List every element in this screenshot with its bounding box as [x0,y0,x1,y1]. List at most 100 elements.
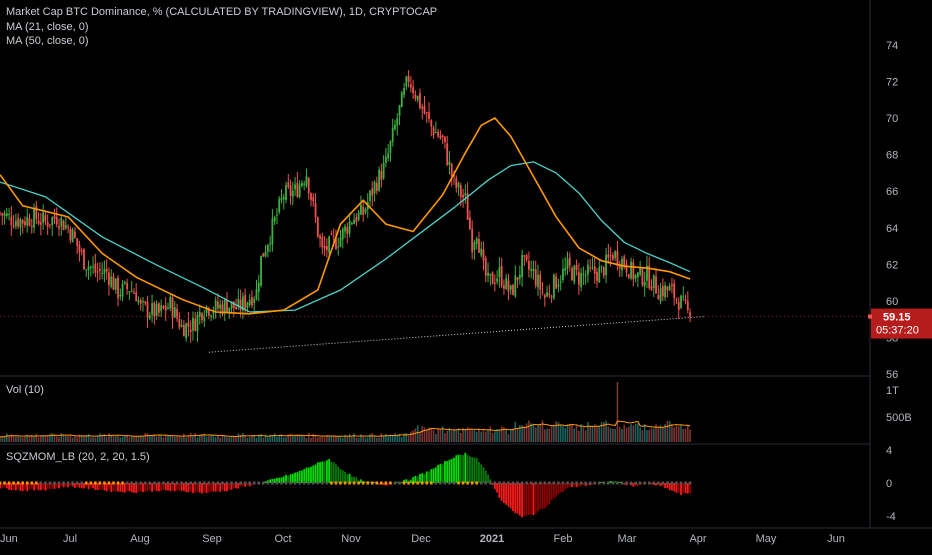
momentum-bar-negative [546,483,548,507]
squeeze-dot [80,481,84,485]
squeeze-dot [203,481,206,485]
candle-up [26,216,29,226]
volume-bar [71,437,74,442]
candle-down [650,286,653,290]
candle-up [3,213,6,216]
squeeze-dot [193,481,197,485]
squeeze-dot [325,481,329,485]
volume-bar [614,429,616,442]
volume-bar [337,435,340,442]
momentum-bar-negative [632,483,635,487]
momentum-bar-positive [335,464,337,483]
squeeze-dot [35,481,38,485]
candle-down [550,296,553,298]
volume-bar [19,437,22,442]
candle-down [478,239,480,253]
volume-bar [30,434,33,442]
candle-down [593,266,596,274]
volume-bar [376,437,378,442]
momentum-bar-negative [94,483,97,490]
volume-bar [153,434,156,442]
momentum-bar-positive [471,457,474,483]
candle-down [439,135,442,138]
legend-volume: Vol (10) [6,384,44,396]
candle-down [641,268,644,286]
volume-bar [351,436,353,442]
volume-bar [192,435,194,442]
candle-up [580,273,583,288]
candle-down [539,274,542,290]
candle-up [639,267,642,275]
squeeze-dot [407,481,410,485]
squeeze-dot [416,481,419,485]
volume-bar [44,435,47,442]
candle-up [266,244,269,252]
momentum-bar-negative [623,483,626,485]
volume-bar [646,430,648,442]
volume-bar [248,437,251,442]
volume-bar [612,428,614,442]
candle-up [360,204,362,215]
x-tick-label: Aug [130,533,150,545]
momentum-bar-negative [500,483,503,501]
candle-down [139,300,142,304]
volume-bar [634,423,637,442]
candle-up [496,278,499,282]
volume-bar [548,428,551,442]
squeeze-dot [498,481,501,485]
volume-bar [559,424,562,442]
volume-bar [557,421,560,442]
volume-bar [167,435,169,442]
candle-up [148,315,151,319]
volume-bar [541,420,544,442]
momentum-bar-positive [487,474,489,483]
candle-up [137,300,140,303]
candle-down [307,177,310,194]
volume-bar [414,428,417,442]
candle-down [44,215,47,222]
volume-bar [385,434,387,442]
volume-bar [289,433,292,442]
momentum-bar-negative [230,483,233,490]
momentum-bar-negative [232,483,235,489]
volume-bar [280,434,283,442]
volume-bar [162,437,165,442]
momentum-bar-negative [627,483,630,485]
volume-bar [319,436,321,442]
momentum-bar-positive [459,454,462,483]
volume-bar [339,436,342,442]
momentum-bar-positive [437,464,440,483]
volume-bar [473,430,476,442]
squeeze-dot [493,481,497,485]
squeeze-dot [625,481,628,485]
volume-bar [253,435,256,442]
momentum-bar-negative [650,483,653,485]
squeeze-dot [597,481,601,485]
volume-bar [389,435,392,442]
momentum-bar-negative [110,483,113,492]
squeeze-dot [275,481,279,485]
squeeze-dot [511,481,515,485]
volume-bar [55,436,58,442]
squeeze-dot [575,481,578,485]
volume-bar [382,435,385,442]
squeeze-dot [66,481,70,485]
volume-bar [387,436,389,442]
squeeze-dot [62,481,65,485]
candle-up [248,299,251,305]
volume-bar [260,433,262,442]
volume-bar [60,433,63,442]
candle-up [489,273,492,276]
momentum-bar-negative [555,483,558,497]
momentum-bar-negative [203,483,206,493]
squeeze-dot [130,481,133,485]
volume-bar [6,433,8,442]
momentum-bar-negative [80,483,83,489]
volume-bar [609,428,612,442]
momentum-bar-negative [17,483,20,490]
volume-bar [130,436,133,442]
candle-down [153,302,156,317]
momentum-bar-negative [575,483,578,488]
